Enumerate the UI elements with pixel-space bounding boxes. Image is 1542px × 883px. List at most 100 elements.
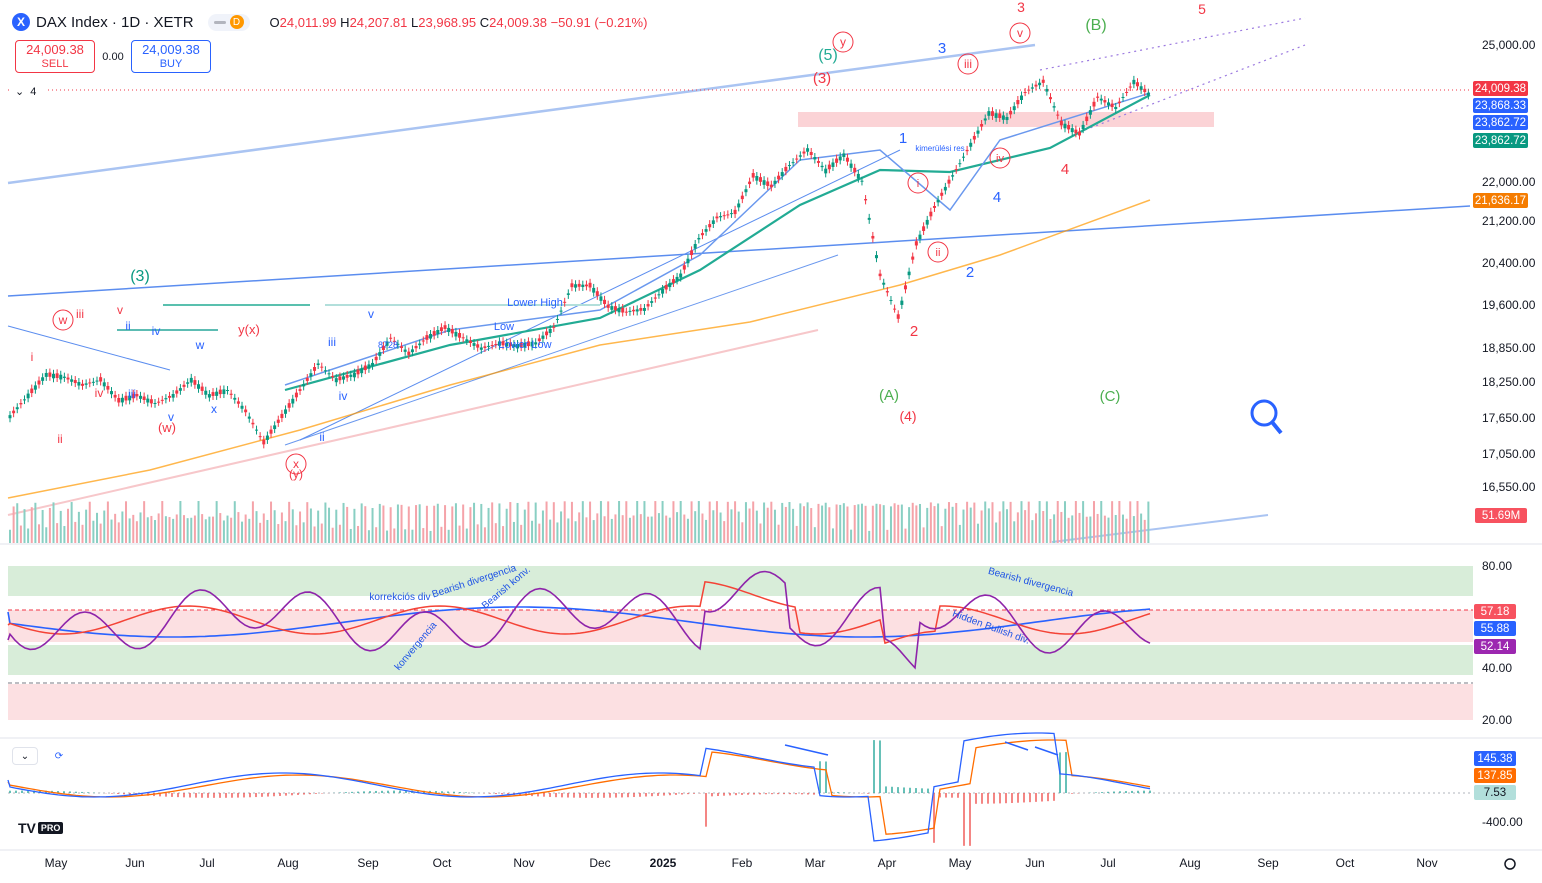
candle-body	[1103, 100, 1107, 103]
volume-bar	[201, 514, 204, 543]
candle-body	[1016, 99, 1020, 105]
rsi-band-lower	[8, 645, 1473, 675]
macd-histogram-bar	[213, 793, 215, 798]
macd-divergence-line	[784, 744, 829, 756]
candle-body	[81, 383, 85, 386]
macd-histogram-bar	[387, 790, 389, 793]
macd-histogram-bar	[171, 793, 173, 797]
chevron-down-icon[interactable]: ⌄	[12, 747, 38, 765]
macd-histogram-bar	[681, 793, 683, 795]
rsi-band-upper	[8, 566, 1473, 596]
volume-bar	[690, 501, 693, 543]
time-tick-label: May	[948, 856, 972, 870]
volume-bar	[541, 510, 544, 543]
volume-bar	[512, 521, 515, 543]
candle-body	[932, 205, 936, 208]
macd-histogram-bar	[969, 793, 971, 846]
volume-bar	[266, 519, 269, 543]
volume-bar	[487, 507, 490, 543]
volume-bar	[944, 508, 947, 543]
macd-histogram-bar	[651, 793, 653, 797]
price-tick-label: 25,000.00	[1482, 38, 1536, 52]
volume-bar	[1027, 501, 1030, 543]
macd-histogram-bar	[537, 793, 539, 797]
wave-label: ii	[319, 430, 324, 444]
macd-histogram-bar	[441, 791, 443, 793]
candle-body	[128, 395, 132, 401]
candle-body	[871, 235, 875, 239]
candle-body	[671, 279, 675, 283]
candle-body	[798, 155, 802, 157]
time-tick-label: Oct	[432, 856, 452, 870]
candle-body	[795, 158, 799, 160]
candle-body	[363, 365, 367, 371]
candle-body	[835, 158, 839, 163]
candle-body	[1056, 114, 1060, 116]
trade-panel: 24,009.38 SELL 0.00 24,009.38 BUY	[15, 40, 211, 73]
macd-histogram-bar	[495, 793, 497, 795]
macd-histogram-bar	[207, 793, 209, 798]
macd-histogram-bar	[729, 793, 731, 796]
volume-bar	[585, 517, 588, 543]
candle-body	[661, 288, 665, 294]
symbol-legend: X DAX Index · 1D · XETR D O24,011.99 H24…	[12, 13, 647, 31]
volume-bar	[879, 504, 882, 543]
candle-body	[200, 386, 204, 391]
candle-body	[584, 284, 588, 287]
candle-body	[856, 173, 860, 179]
macd-histogram-bar	[1047, 793, 1049, 802]
trend-line	[7, 329, 819, 516]
volume-bar	[1136, 501, 1139, 543]
market-status-pill[interactable]: D	[207, 13, 250, 31]
volume-bar	[574, 521, 577, 543]
rsi-tag: 52.14	[1474, 639, 1516, 654]
macd-histogram-bar	[951, 793, 953, 798]
wave-label: 2	[966, 264, 974, 281]
wave-label: 8728	[378, 340, 398, 350]
volume-bar	[96, 512, 99, 543]
volume-bar	[1016, 512, 1019, 543]
change-value: −50.91 (−0.21%)	[550, 14, 648, 30]
macd-histogram-bar	[705, 793, 707, 827]
volume-bar	[701, 513, 704, 543]
macd-histogram-bar	[417, 790, 419, 793]
macd-histogram-bar	[897, 787, 899, 793]
candle-body	[429, 333, 433, 339]
volume-bar	[886, 529, 889, 543]
volume-bar	[233, 501, 236, 543]
candle-body	[193, 380, 197, 385]
volume-bar	[219, 513, 222, 543]
macd-histogram-bar	[351, 791, 353, 793]
sell-button[interactable]: 24,009.38 SELL	[15, 40, 95, 73]
macd-histogram-bar	[75, 791, 77, 793]
wave-label: x	[293, 457, 299, 471]
volume-bar	[284, 521, 287, 543]
volume-bar	[893, 503, 896, 543]
chevron-down-icon: ⌄	[15, 86, 25, 98]
macd-histogram-bar	[1137, 790, 1139, 793]
candle-body	[610, 306, 614, 310]
symbol-title[interactable]: DAX Index · 1D · XETR	[36, 13, 194, 31]
volume-bar	[958, 524, 961, 543]
volume-bar	[1002, 501, 1005, 543]
refresh-icon[interactable]: ⟳	[46, 747, 72, 765]
macd-histogram-bar	[519, 793, 521, 796]
buy-button[interactable]: 24,009.38 BUY	[131, 40, 211, 73]
volume-bar	[161, 501, 164, 543]
volume-bar	[77, 511, 80, 543]
indicators-toggle[interactable]: ⌄ 4	[12, 83, 46, 100]
volume-bar	[1034, 513, 1037, 543]
volume-bar	[1009, 501, 1012, 543]
macd-histogram-bar	[381, 790, 383, 793]
candle-body	[1023, 92, 1027, 94]
wave-label: iii	[128, 387, 136, 401]
candle-body	[686, 258, 690, 264]
macd-histogram-bar	[873, 740, 875, 793]
volume-bar	[375, 527, 378, 543]
macd-histogram-bar	[945, 793, 947, 798]
volume-bar	[502, 526, 505, 543]
volume-bar	[371, 508, 374, 543]
volume-bar	[88, 501, 91, 543]
macd-histogram-bar	[939, 793, 941, 798]
